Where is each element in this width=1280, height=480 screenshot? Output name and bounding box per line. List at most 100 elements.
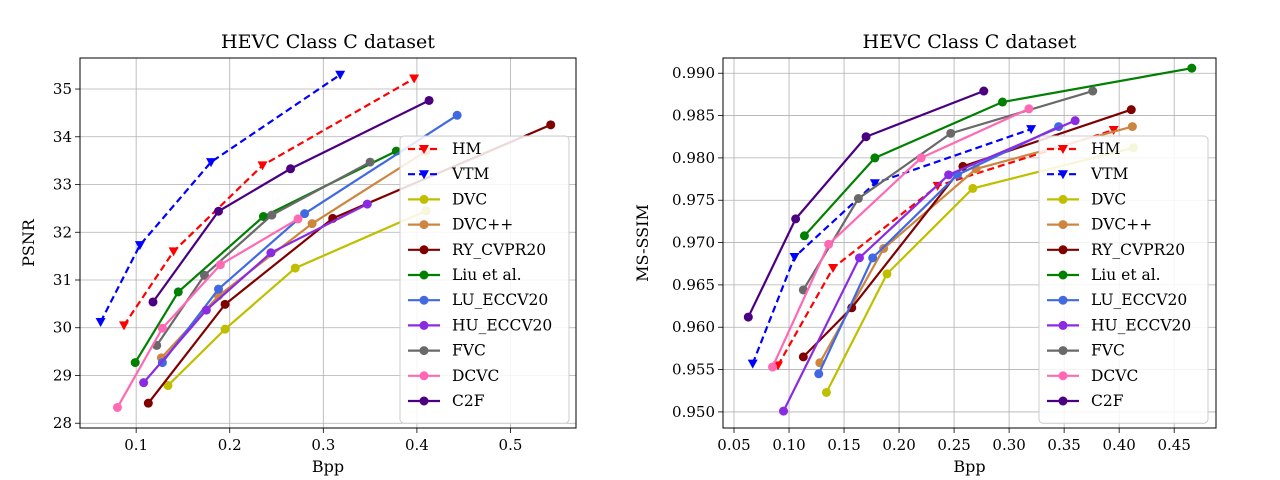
series-line [771,107,1030,368]
x-tick-label: 0.10 [772,436,805,454]
legend-marker [419,320,429,330]
series-line [167,209,427,387]
data-point [798,352,808,362]
series-hu-eccv20 [139,199,372,388]
series-line [803,67,1192,237]
data-point [1026,125,1037,135]
data-point [791,214,801,224]
data-point [300,209,310,219]
y-tick-label: 33 [53,176,72,194]
legend-label: RY_CVPR20 [1091,241,1185,259]
legend-item-dvc: DVC++ [408,216,513,234]
legend-label: DCVC [1091,367,1138,385]
data-point [998,97,1008,107]
data-point [1127,122,1137,132]
chart-title: HEVC Class C dataset [863,31,1077,53]
legend-item-c2f: C2F [1047,392,1124,410]
y-tick-label: 0.975 [672,191,715,209]
legend-item-fvc: FVC [1047,342,1125,360]
data-point [362,199,372,209]
legend-marker [419,295,429,305]
data-point [139,378,149,388]
x-tick-label: 0.25 [937,436,970,454]
legend-label: C2F [1091,392,1124,410]
legend-item-lu-eccv20: LU_ECCV20 [408,291,548,309]
data-point [215,260,225,270]
data-point [869,179,880,189]
legend-marker [419,145,429,154]
legend-item-dcvc: DCVC [1047,367,1138,385]
series-hm [118,74,420,331]
data-point [143,398,153,408]
data-point [861,132,871,142]
legend-label: HU_ECCV20 [452,316,552,334]
legend-marker [1058,194,1068,204]
x-tick-label: 0.4 [405,436,429,454]
legend-marker [419,170,429,180]
legend-item-liu-et-al: Liu et al. [408,266,522,284]
legend-label: C2F [452,392,485,410]
y-tick-label: 0.950 [672,403,715,421]
data-point [1108,125,1119,135]
legend-item-dvc: DVC [408,190,487,208]
legend-marker [1058,245,1068,255]
data-point [452,110,462,120]
x-tick-label: 0.40 [1102,436,1135,454]
legend-marker [1058,270,1068,280]
series-c2f [148,95,434,307]
legend: HM VTM DVC DVC++ RY_CVPR20 Liu et al. LU_ECCV2… [1038,135,1209,424]
data-point [112,402,122,412]
legend-item-hm: HM [1047,140,1121,158]
legend-item-liu-et-al: Liu et al. [1047,266,1161,284]
legend-label: DCVC [452,367,499,385]
legend-item-vtm: VTM [408,165,490,183]
legend-marker [1058,170,1068,180]
data-point [220,299,230,309]
y-axis-label: PSNR [19,218,38,267]
x-tick-label: 0.15 [827,436,860,454]
x-tick-label: 0.5 [499,436,523,454]
data-point [220,324,230,334]
x-axis-label: Bpp [953,457,985,476]
data-point [743,312,753,322]
data-point [293,214,303,224]
series-line [160,150,427,359]
data-point [979,86,989,96]
x-axis-label: Bpp [312,457,344,476]
data-point [853,194,863,204]
data-point [546,120,556,130]
legend-label: Liu et al. [1091,266,1161,284]
data-point [258,212,268,222]
data-point [134,241,145,251]
legend-marker [419,396,429,406]
legend: HM VTM DVC DVC++ RY_CVPR20 Liu et al. LU_ECCV2… [399,135,570,424]
legend-label: FVC [452,342,486,360]
data-point [854,253,864,263]
series-hu-eccv20 [779,116,1080,416]
data-point [286,164,296,174]
data-point [799,231,809,241]
x-tick-label: 0.2 [218,436,242,454]
legend-item-dvc: DVC++ [1047,216,1152,234]
data-point [1187,63,1197,73]
data-point [944,170,954,180]
data-point [773,361,784,371]
legend-item-c2f: C2F [408,392,485,410]
data-point [163,381,173,391]
x-tick-label: 0.45 [1157,436,1190,454]
data-point [1024,104,1034,114]
data-point [214,206,224,216]
data-point [267,210,277,220]
series-dvc [156,146,431,363]
series-fvc [152,157,375,350]
x-tick-label: 0.05 [717,436,750,454]
data-point [1088,86,1098,96]
x-tick-label: 0.1 [124,436,148,454]
legend-box [399,135,570,424]
legend-marker [1058,396,1068,406]
series-line [116,217,299,409]
legend-item-hu-eccv20: HU_ECCV20 [408,316,552,334]
y-tick-label: 29 [53,366,72,384]
legend-item-hm: HM [408,140,482,158]
